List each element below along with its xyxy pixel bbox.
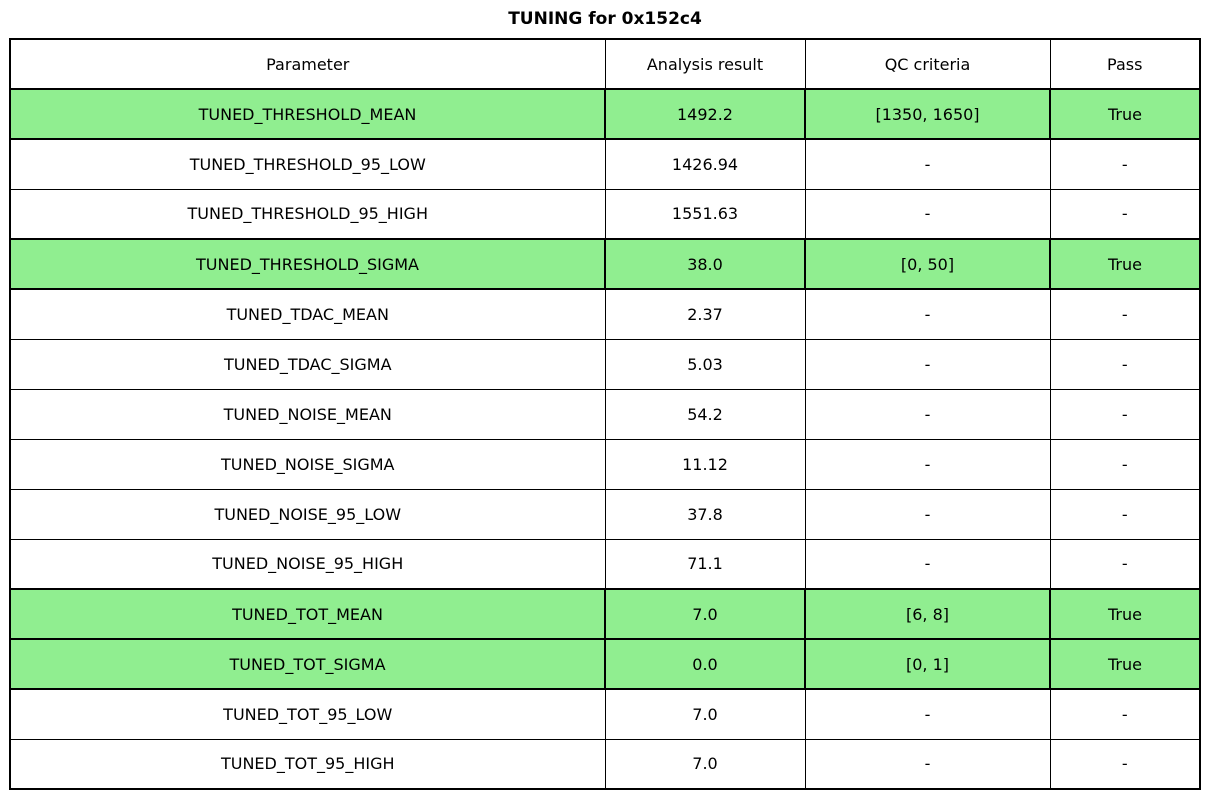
table-row: TUNED_TDAC_MEAN 2.37- - (9, 288, 1201, 340)
cell-parameter: TUNED_THRESHOLD_MEAN (9, 88, 606, 140)
cell-parameter: TUNED_NOISE_MEAN (9, 388, 606, 440)
table-row: TUNED_TDAC_SIGMA 5.03- - (9, 338, 1201, 390)
cell-result: 2.37 (604, 288, 806, 340)
cell-parameter: TUNED_NOISE_95_HIGH (9, 538, 606, 590)
cell-parameter: TUNED_TDAC_MEAN (9, 288, 606, 340)
cell-pass: - (1049, 338, 1201, 390)
table-row: TUNED_THRESHOLD_SIGMA 38.0 [0, 50] True (9, 238, 1201, 290)
cell-qc: [0, 50] (804, 238, 1051, 290)
cell-pass: - (1049, 138, 1201, 190)
cell-qc: - (804, 388, 1051, 440)
column-header: Parameter (9, 38, 606, 90)
cell-parameter: TUNED_THRESHOLD_95_LOW (9, 138, 606, 190)
column-header: Pass (1049, 38, 1201, 90)
cell-result: 38.0 (604, 238, 806, 290)
cell-parameter: TUNED_NOISE_95_LOW (9, 488, 606, 540)
cell-parameter: TUNED_THRESHOLD_95_HIGH (9, 188, 606, 240)
table-row: TUNED_TOT_MEAN 7.0 [6, 8] True (9, 588, 1201, 640)
table-row: TUNED_NOISE_95_LOW 37.8- - (9, 488, 1201, 540)
table-body: TUNED_THRESHOLD_MEAN 1492.2 [1350, 1650] Tr… (9, 88, 1201, 790)
cell-pass: - (1049, 538, 1201, 590)
cell-pass: True (1049, 638, 1201, 690)
table-row: TUNED_THRESHOLD_95_LOW 1426.94- - (9, 138, 1201, 190)
cell-qc: [6, 8] (804, 588, 1051, 640)
table-row: TUNED_THRESHOLD_95_HIGH 1551.63- - (9, 188, 1201, 240)
cell-result: 0.0 (604, 638, 806, 690)
table-row: TUNED_NOISE_95_HIGH 71.1- - (9, 538, 1201, 590)
cell-pass: True (1049, 238, 1201, 290)
cell-parameter: TUNED_THRESHOLD_SIGMA (9, 238, 606, 290)
cell-result: 5.03 (604, 338, 806, 390)
cell-result: 1551.63 (604, 188, 806, 240)
cell-qc: - (804, 538, 1051, 590)
cell-parameter: TUNED_NOISE_SIGMA (9, 438, 606, 490)
table-row: TUNED_NOISE_SIGMA 11.12- - (9, 438, 1201, 490)
cell-parameter: TUNED_TOT_SIGMA (9, 638, 606, 690)
cell-qc: - (804, 438, 1051, 490)
cell-pass: - (1049, 738, 1201, 790)
cell-parameter: TUNED_TOT_MEAN (9, 588, 606, 640)
cell-result: 1492.2 (604, 88, 806, 140)
table-row: TUNED_THRESHOLD_MEAN 1492.2 [1350, 1650] Tr… (9, 88, 1201, 140)
table-row: TUNED_TOT_95_HIGH 7.0- - (9, 738, 1201, 790)
table-row: TUNED_TOT_SIGMA 0.0 [0, 1] True (9, 638, 1201, 690)
cell-result: 71.1 (604, 538, 806, 590)
cell-qc: - (804, 688, 1051, 740)
cell-result: 7.0 (604, 738, 806, 790)
cell-pass: - (1049, 688, 1201, 740)
cell-pass: - (1049, 188, 1201, 240)
cell-qc: - (804, 138, 1051, 190)
cell-qc: - (804, 488, 1051, 540)
cell-pass: True (1049, 588, 1201, 640)
column-header: QC criteria (804, 38, 1051, 90)
cell-qc: - (804, 738, 1051, 790)
cell-result: 37.8 (604, 488, 806, 540)
cell-pass: - (1049, 438, 1201, 490)
column-header: Analysis result (604, 38, 806, 90)
cell-parameter: TUNED_TDAC_SIGMA (9, 338, 606, 390)
cell-pass: - (1049, 288, 1201, 340)
cell-qc: [0, 1] (804, 638, 1051, 690)
cell-parameter: TUNED_TOT_95_LOW (9, 688, 606, 740)
cell-result: 54.2 (604, 388, 806, 440)
cell-qc: - (804, 188, 1051, 240)
cell-qc: [1350, 1650] (804, 88, 1051, 140)
header-row: Parameter Analysis result QC criteria Pass (9, 38, 1201, 90)
cell-parameter: TUNED_TOT_95_HIGH (9, 738, 606, 790)
cell-pass: - (1049, 388, 1201, 440)
cell-result: 11.12 (604, 438, 806, 490)
cell-qc: - (804, 288, 1051, 340)
figure-title: TUNING for 0x152c4 (508, 9, 702, 29)
cell-result: 7.0 (604, 588, 806, 640)
cell-pass: True (1049, 88, 1201, 140)
cell-result: 7.0 (604, 688, 806, 740)
table-row: TUNED_TOT_95_LOW 7.0- - (9, 688, 1201, 740)
cell-qc: - (804, 338, 1051, 390)
tuning-table: Parameter Analysis result QC criteria Pass … (9, 38, 1201, 790)
table-row: TUNED_NOISE_MEAN 54.2- - (9, 388, 1201, 440)
cell-pass: - (1049, 488, 1201, 540)
cell-result: 1426.94 (604, 138, 806, 190)
